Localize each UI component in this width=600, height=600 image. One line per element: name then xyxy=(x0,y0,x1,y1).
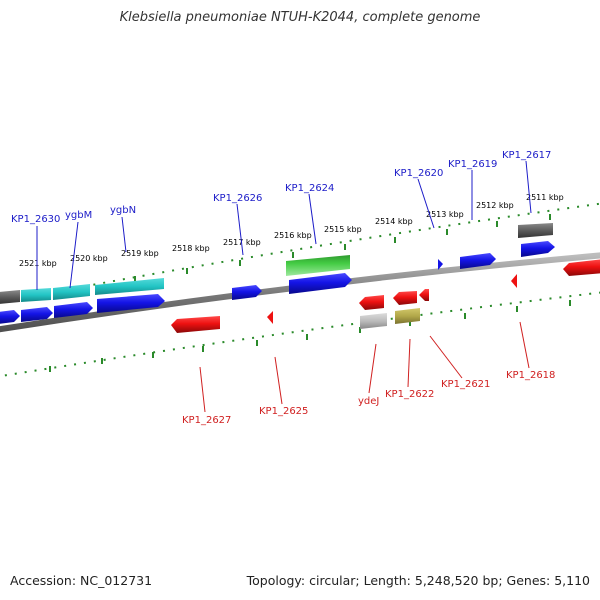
tick-label: 2511 kbp xyxy=(526,193,564,202)
reverse-cds xyxy=(171,259,600,333)
reverse-tick-track xyxy=(0,291,600,378)
grey-feature[interactable] xyxy=(0,290,20,304)
cds-forward[interactable] xyxy=(21,307,53,322)
gene-label[interactable]: KP1_2619 xyxy=(448,159,497,170)
grey-feature[interactable] xyxy=(518,223,553,238)
green-feature[interactable] xyxy=(286,255,350,276)
gene-label[interactable]: KP1_2627 xyxy=(182,415,231,426)
reverse-label-connectors xyxy=(199,321,530,413)
cds-forward[interactable] xyxy=(460,253,496,269)
cyan-feature[interactable] xyxy=(21,288,51,302)
tick-label: 2521 kbp xyxy=(19,259,57,268)
cds-reverse[interactable] xyxy=(563,259,600,276)
light-grey-feature[interactable] xyxy=(360,313,387,329)
forward-features xyxy=(0,223,553,304)
gene-label[interactable]: ygbM xyxy=(65,210,92,221)
tick-label: 2515 kbp xyxy=(324,225,362,234)
genome-summary-text: Topology: circular; Length: 5,248,520 bp… xyxy=(246,573,590,588)
cds-reverse[interactable] xyxy=(511,274,517,288)
gene-label[interactable]: KP1_2625 xyxy=(259,406,308,417)
tick-label: 2519 kbp xyxy=(121,249,159,258)
tick-label: 2512 kbp xyxy=(476,201,514,210)
cyan-feature[interactable] xyxy=(53,284,90,300)
gene-label[interactable]: KP1_2618 xyxy=(506,370,555,381)
forward-tick-track xyxy=(0,202,600,304)
tick-label: 2516 kbp xyxy=(274,231,312,240)
cds-forward[interactable] xyxy=(232,285,262,300)
cds-forward[interactable] xyxy=(0,310,20,324)
reverse-gene-labels: KP1_2627 KP1_2625 ydeJ KP1_2622 KP1_2621… xyxy=(182,370,555,426)
gene-label[interactable]: KP1_2620 xyxy=(394,168,443,179)
olive-feature[interactable] xyxy=(395,308,420,324)
accession-text: Accession: NC_012731 xyxy=(10,573,153,588)
forward-cds xyxy=(0,241,555,324)
cds-reverse[interactable] xyxy=(171,316,220,333)
gene-label[interactable]: KP1_2630 xyxy=(11,214,60,225)
cds-forward[interactable] xyxy=(54,302,93,318)
map-title: Klebsiella pneumoniae NTUH-K2044, comple… xyxy=(119,10,481,25)
tick-label: 2513 kbp xyxy=(426,210,464,219)
gene-label[interactable]: KP1_2617 xyxy=(502,150,551,161)
tick-label: 2514 kbp xyxy=(375,217,413,226)
tick-label: 2518 kbp xyxy=(172,244,210,253)
gene-label[interactable]: ygbN xyxy=(110,205,136,216)
cds-forward[interactable] xyxy=(521,241,555,257)
cds-reverse[interactable] xyxy=(267,311,273,324)
small-forward-arrow[interactable] xyxy=(438,259,443,270)
cds-reverse[interactable] xyxy=(419,289,429,301)
gene-label[interactable]: KP1_2622 xyxy=(385,389,434,400)
forward-gene-labels: KP1_2630 ygbM ygbN KP1_2626 KP1_2624 KP1… xyxy=(11,150,551,225)
gene-label[interactable]: ydeJ xyxy=(358,396,379,407)
cds-reverse[interactable] xyxy=(359,295,384,310)
cyan-feature[interactable] xyxy=(95,278,164,295)
gene-label[interactable]: KP1_2621 xyxy=(441,379,490,390)
forward-label-connectors xyxy=(36,160,532,290)
tick-label: 2520 kbp xyxy=(70,254,108,263)
gene-label[interactable]: KP1_2626 xyxy=(213,193,262,204)
gene-label[interactable]: KP1_2624 xyxy=(285,183,334,194)
cds-reverse[interactable] xyxy=(393,291,417,305)
cds-forward[interactable] xyxy=(97,294,165,313)
cds-forward[interactable] xyxy=(289,273,352,294)
